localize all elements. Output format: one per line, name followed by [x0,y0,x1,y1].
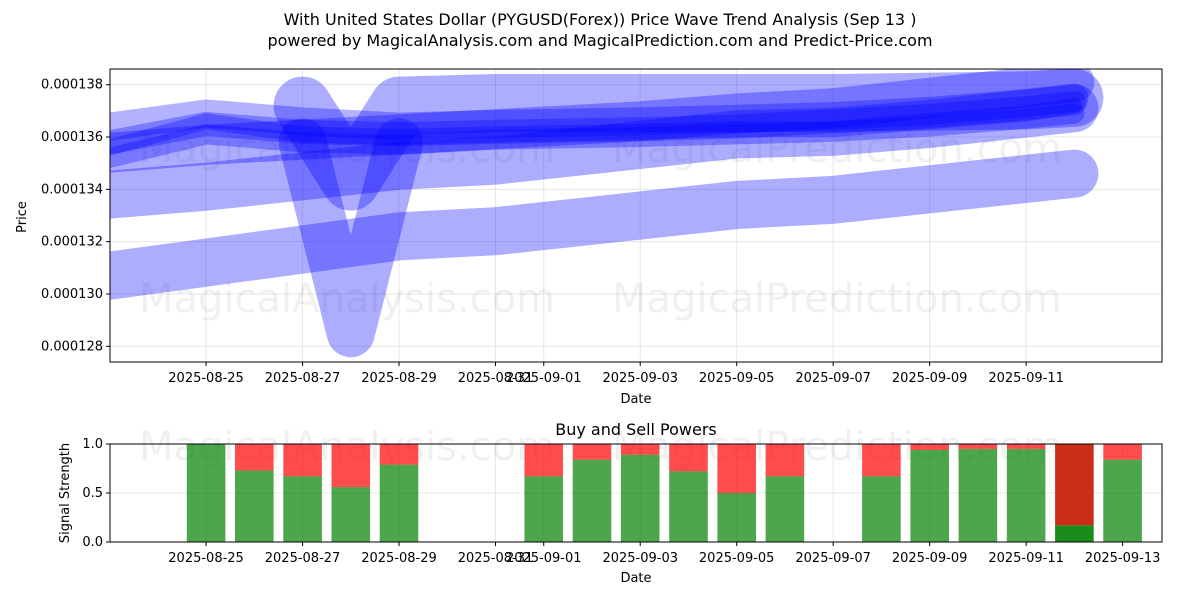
price-y-ticks: 0.000128 0.000130 0.000132 0.000134 0.000136… [41,78,110,354]
sell-bar [910,444,949,450]
x-tick-label: 2025-09-05 [699,551,775,566]
sell-bar [620,444,660,455]
price-chart: MagicalAnalysis.com MagicalPrediction.co… [15,68,1163,407]
sell-bar [283,444,322,477]
buy-bar [717,493,756,542]
buy-bar [669,471,708,542]
x-tick-label: 2025-08-25 [168,371,244,386]
x-tick-label: 2025-08-31 [458,371,534,386]
x-tick-label: 2025-08-29 [361,371,437,386]
signal-chart-title: Buy and Sell Powers [555,420,717,439]
x-tick-label: 2025-09-11 [988,371,1064,386]
price-wave-band [110,83,1089,141]
price-plot-frame [109,68,1163,363]
buy-bar [572,459,612,542]
price-x-ticks: 2025-08-25 2025-08-27 2025-08-29 2025-08-31… [168,362,1064,386]
x-tick-label: 2025-09-09 [892,551,968,566]
sell-bar [717,444,756,493]
signal-y-axis-label: Signal Strength [58,443,73,543]
x-tick-label: 2025-09-05 [699,371,775,386]
buy-bar [1103,459,1142,542]
price-wave-band [273,69,1104,211]
signal-x-ticks: 2025-08-25 2025-08-27 2025-08-29 2025-08-31… [168,542,1160,566]
watermark-left: MagicalAnalysis.com [139,276,555,322]
buy-bar [283,476,322,542]
x-tick-label: 2025-09-03 [602,371,678,386]
sell-bar [331,444,371,488]
price-wave-bands [110,69,1104,358]
x-tick-label: 2025-09-09 [892,371,968,386]
x-tick-label: 2025-08-29 [361,551,437,566]
buy-bar [331,487,371,542]
buy-bar [379,464,419,542]
sell-bar [524,444,563,477]
price-watermark: MagicalAnalysis.com MagicalPrediction.co… [139,126,1062,322]
price-wave-band [110,84,1099,219]
price-grid [110,69,1162,362]
signal-chart: Buy and Sell Powers MagicalAnalysis.com … [58,420,1163,586]
buy-bar [620,454,660,542]
price-y-axis-label: Price [15,201,30,233]
signal-y-ticks: 0.0 0.5 1.0 [82,437,110,550]
price-wave-band [278,118,423,358]
y-tick-label: 1.0 [82,437,103,452]
signal-bars [186,444,1142,542]
y-tick-label: 0.000128 [41,339,103,354]
price-wave-band [110,149,1099,300]
x-tick-label: 2025-08-31 [458,551,534,566]
price-wave-band [110,97,1083,156]
x-tick-label: 2025-08-25 [168,551,244,566]
price-wave-band [110,91,1087,155]
chart-title-line2: powered by MagicalAnalysis.com and Magic… [267,31,933,50]
price-wave-band [110,69,1095,173]
buy-bar [958,448,998,542]
price-plot-area [110,69,1162,362]
sell-bar [1055,444,1094,526]
x-tick-label: 2025-09-01 [506,551,582,566]
sell-bar [765,444,805,477]
signal-x-axis-label: Date [620,571,651,586]
x-tick-label: 2025-09-13 [1085,551,1161,566]
y-tick-label: 0.000132 [41,235,103,250]
x-tick-label: 2025-09-01 [506,371,582,386]
y-tick-label: 0.5 [82,486,103,501]
watermark-left: MagicalAnalysis.com [139,126,555,172]
sell-bar [958,444,998,449]
x-tick-label: 2025-08-27 [265,551,341,566]
sell-bar [1006,444,1046,449]
sell-bar [862,444,901,477]
watermark-right: MagicalPrediction.com [612,276,1062,322]
y-tick-label: 0.000134 [41,182,103,197]
sell-bar [1103,444,1142,460]
x-tick-label: 2025-08-27 [265,371,341,386]
y-tick-label: 0.0 [82,535,103,550]
buy-bar [1055,525,1094,542]
y-tick-label: 0.000130 [41,287,103,302]
x-tick-label: 2025-09-03 [602,551,678,566]
watermark-right: MagicalPrediction.com [612,126,1062,172]
x-tick-label: 2025-09-07 [795,371,871,386]
buy-bar [235,470,274,542]
price-wave-band [110,103,1085,168]
price-x-axis-label: Date [620,392,651,407]
buy-bar [862,476,901,542]
sell-bar [572,444,612,460]
x-tick-label: 2025-09-07 [795,551,871,566]
y-tick-label: 0.000138 [41,78,103,93]
x-tick-label: 2025-09-11 [988,551,1064,566]
buy-bar [186,444,226,542]
chart-title-line1: With United States Dollar (PYGUSD(Forex)… [283,10,917,29]
buy-bar [765,476,805,542]
buy-bar [524,476,563,542]
sell-bar [379,444,419,465]
buy-bar [1006,448,1046,542]
buy-bar [910,449,949,542]
sell-bar [669,444,708,472]
y-tick-label: 0.000136 [41,130,103,145]
sell-bar [235,444,274,471]
